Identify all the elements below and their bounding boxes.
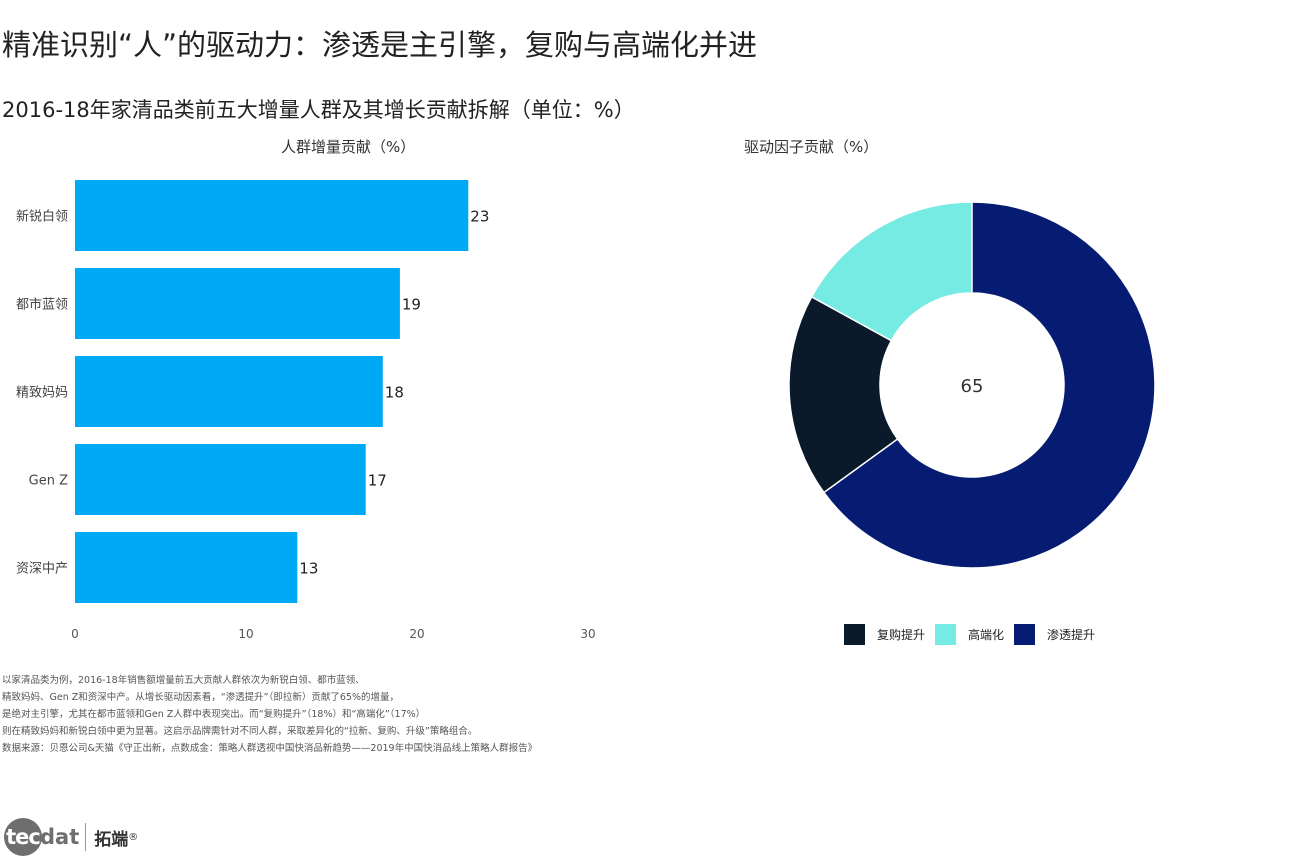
donut-legend: 复购提升 高端化 渗透提升 [844,624,1105,645]
bar-chart-title: 人群增量贡献（%） [281,138,416,156]
page-title: 精准识别“人”的驱动力：渗透是主引擎，复购与高端化并进 [2,28,758,62]
legend-label: 高端化 [968,628,1005,642]
category-label: 精致妈妈 [16,386,68,401]
logo-text: dat [40,825,80,849]
logo-cn-text: 拓端 [94,829,129,850]
category-label: 资深中产 [16,562,68,577]
bar-value-label: 18 [385,384,404,402]
note-line: 是绝对主引擎，尤其在都市蓝领和Gen Z人群中表现突出。而“复购提升”（18%）… [2,709,426,720]
bar-value-label: 19 [402,296,421,314]
bar [75,180,469,251]
legend-item-repurchase: 复购提升 [844,624,925,645]
bar [75,268,400,339]
logo-badge: tec [4,818,42,856]
legend-label: 渗透提升 [1047,628,1096,642]
legend-swatch [844,624,865,645]
x-tick-label: 10 [238,627,253,641]
bar [75,532,298,603]
note-line: 精致妈妈、Gen Z和资深中产。从增长驱动因素看，“渗透提升”（即拉新）贡献了6… [2,692,399,703]
note-line: 以家清品类为例，2016-18年销售额增量前五大贡献人群依次为新锐白领、都市蓝领… [2,675,365,686]
legend-swatch [935,624,957,645]
x-tick-label: 30 [580,627,595,641]
legend-swatch [1014,624,1036,645]
legend-item-penetration: 渗透提升 [1014,624,1095,645]
brand-logo: tec dat 拓端 ® [4,818,138,856]
bar [75,356,383,427]
donut-slice [788,295,899,494]
page-subtitle: 2016-18年家清品类前五大增量人群及其增长贡献拆解（单位：%） [2,98,635,122]
category-label: Gen Z [29,474,68,489]
note-line: 则在精致妈妈和新锐白领中更为显著。这启示品牌需针对不同人群，采取差异化的“拉新、… [2,726,478,737]
donut-center-label: 65 [961,376,984,397]
donut-slice [810,201,973,342]
donut-slice [822,201,1156,569]
category-label: 都市蓝领 [16,297,68,313]
bar-value-label: 13 [299,560,318,578]
bar-value-label: 17 [368,472,387,490]
logo-divider [85,823,87,851]
category-label: 新锐白领 [16,209,68,225]
legend-label: 复购提升 [877,628,926,642]
registered-mark: ® [128,831,139,843]
donut-chart-title: 驱动因子贡献（%） [744,138,879,156]
note-source: 数据来源：贝恩公司&天猫《守正出新，点数成金：策略人群透视中国快消品新趋势——2… [2,743,538,754]
bar [75,444,366,515]
bar-value-label: 23 [470,208,489,226]
legend-item-premium: 高端化 [935,624,1004,645]
bar-chart: 新锐白领 23 都市蓝领 19 精致妈妈 18 Gen Z 17 资深中产 13 0 10 20 30 [16,180,596,641]
donut-chart: 65 [788,201,1156,569]
analysis-note: 以家清品类为例，2016-18年销售额增量前五大贡献人群依次为新锐白领、都市蓝领… [2,672,537,757]
x-tick-label: 20 [409,627,424,641]
x-tick-label: 0 [71,627,79,641]
